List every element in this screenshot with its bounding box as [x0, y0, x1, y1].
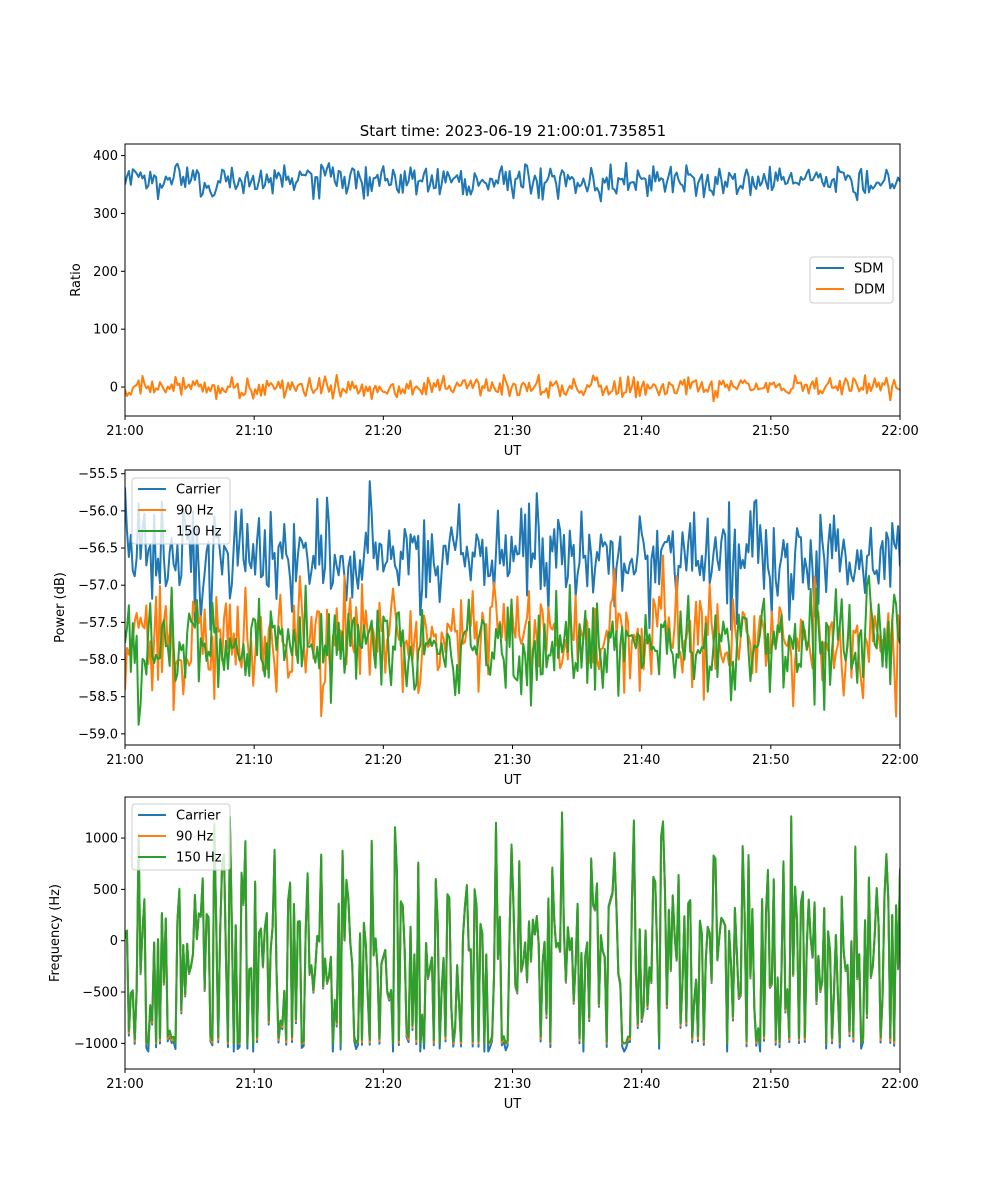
y-tick-label: −58.0 [78, 653, 118, 668]
y-tick-label: −1000 [74, 1037, 118, 1052]
plots-container: 21:00 21:10 21:20 21:30 21:40 21:50 22:00 0 100 2… [48, 143, 919, 1112]
legend-label: Carrier [176, 483, 221, 498]
y-tick-label: −57.5 [78, 616, 118, 631]
x-tick-label: 21:30 [494, 1077, 531, 1092]
series-lines [125, 480, 900, 726]
legend-label: 150 Hz [176, 851, 222, 866]
legend-label: SDM [854, 262, 883, 277]
subplot-2: 21:00 21:10 21:20 21:30 21:40 21:50 22:00 −59.0… [53, 467, 919, 788]
legend-label: 90 Hz [176, 504, 213, 519]
series-lines [125, 811, 900, 1053]
y-tick-label: −57.0 [78, 579, 118, 594]
x-tick-label: 21:20 [365, 753, 402, 768]
subplot-3: 21:00 21:10 21:20 21:30 21:40 21:50 22:00 −1000… [48, 796, 919, 1112]
y-tick-label: 300 [93, 207, 118, 222]
y-axis-label: Ratio [69, 263, 84, 296]
series-line-carrier [125, 480, 900, 631]
x-axis-label: UT [504, 444, 522, 459]
series-line-sdm [125, 161, 900, 203]
legend: SDM DDM [809, 256, 894, 304]
y-tick-label: −56.0 [78, 504, 118, 519]
y-tick-label: −59.0 [78, 727, 118, 742]
legend-label: DDM [854, 283, 885, 298]
x-tick-label: 21:00 [106, 424, 143, 439]
x-axis-label: UT [504, 1097, 522, 1112]
legend: Carrier 90 Hz 150 Hz [131, 803, 231, 871]
y-tick-label: −56.5 [78, 542, 118, 557]
x-tick-label: 21:10 [235, 753, 272, 768]
x-tick-label: 21:30 [494, 424, 531, 439]
series-lines [125, 161, 900, 403]
legend: Carrier 90 Hz 150 Hz [131, 477, 231, 545]
x-tick-label: 22:00 [881, 1077, 918, 1092]
x-tick-label: 21:50 [752, 1077, 789, 1092]
figure-title: Start time: 2023-06-19 21:00:01.735851 [360, 122, 666, 140]
series-line-150-hz [125, 811, 900, 1045]
legend-label: 90 Hz [176, 830, 213, 845]
x-tick-label: 21:00 [106, 753, 143, 768]
series-line-150-hz [125, 574, 900, 726]
x-tick-label: 21:20 [365, 1077, 402, 1092]
y-tick-label: 100 [93, 323, 118, 338]
legend-box [131, 477, 231, 545]
x-tick-label: 21:00 [106, 1077, 143, 1092]
x-tick-label: 21:30 [494, 753, 531, 768]
series-line-ddm [125, 373, 900, 403]
x-tick-label: 22:00 [881, 424, 918, 439]
y-tick-label: −55.5 [78, 467, 118, 482]
y-tick-label: 0 [110, 934, 118, 949]
x-axis-label: UT [504, 773, 522, 788]
y-axis-label: Frequency (Hz) [48, 884, 63, 982]
y-tick-label: −58.5 [78, 690, 118, 705]
y-tick-label: 500 [93, 883, 118, 898]
x-tick-label: 21:40 [623, 753, 660, 768]
legend-box [131, 803, 231, 871]
x-tick-label: 21:10 [235, 424, 272, 439]
legend-label: Carrier [176, 809, 221, 824]
y-axis-label: Power (dB) [53, 572, 68, 643]
x-tick-label: 21:20 [365, 424, 402, 439]
subplot-1: 21:00 21:10 21:20 21:30 21:40 21:50 22:00 0 100 2… [69, 143, 919, 459]
y-tick-label: 200 [93, 265, 118, 280]
x-tick-label: 22:00 [881, 753, 918, 768]
y-tick-label: −500 [82, 986, 118, 1001]
legend-label: 150 Hz [176, 525, 222, 540]
y-tick-label: 400 [93, 149, 118, 164]
x-tick-label: 21:50 [752, 424, 789, 439]
x-tick-label: 21:50 [752, 753, 789, 768]
y-tick-label: 1000 [85, 832, 118, 847]
x-tick-label: 21:40 [623, 1077, 660, 1092]
y-tick-label: 0 [110, 381, 118, 396]
x-tick-label: 21:10 [235, 1077, 272, 1092]
x-tick-label: 21:40 [623, 424, 660, 439]
